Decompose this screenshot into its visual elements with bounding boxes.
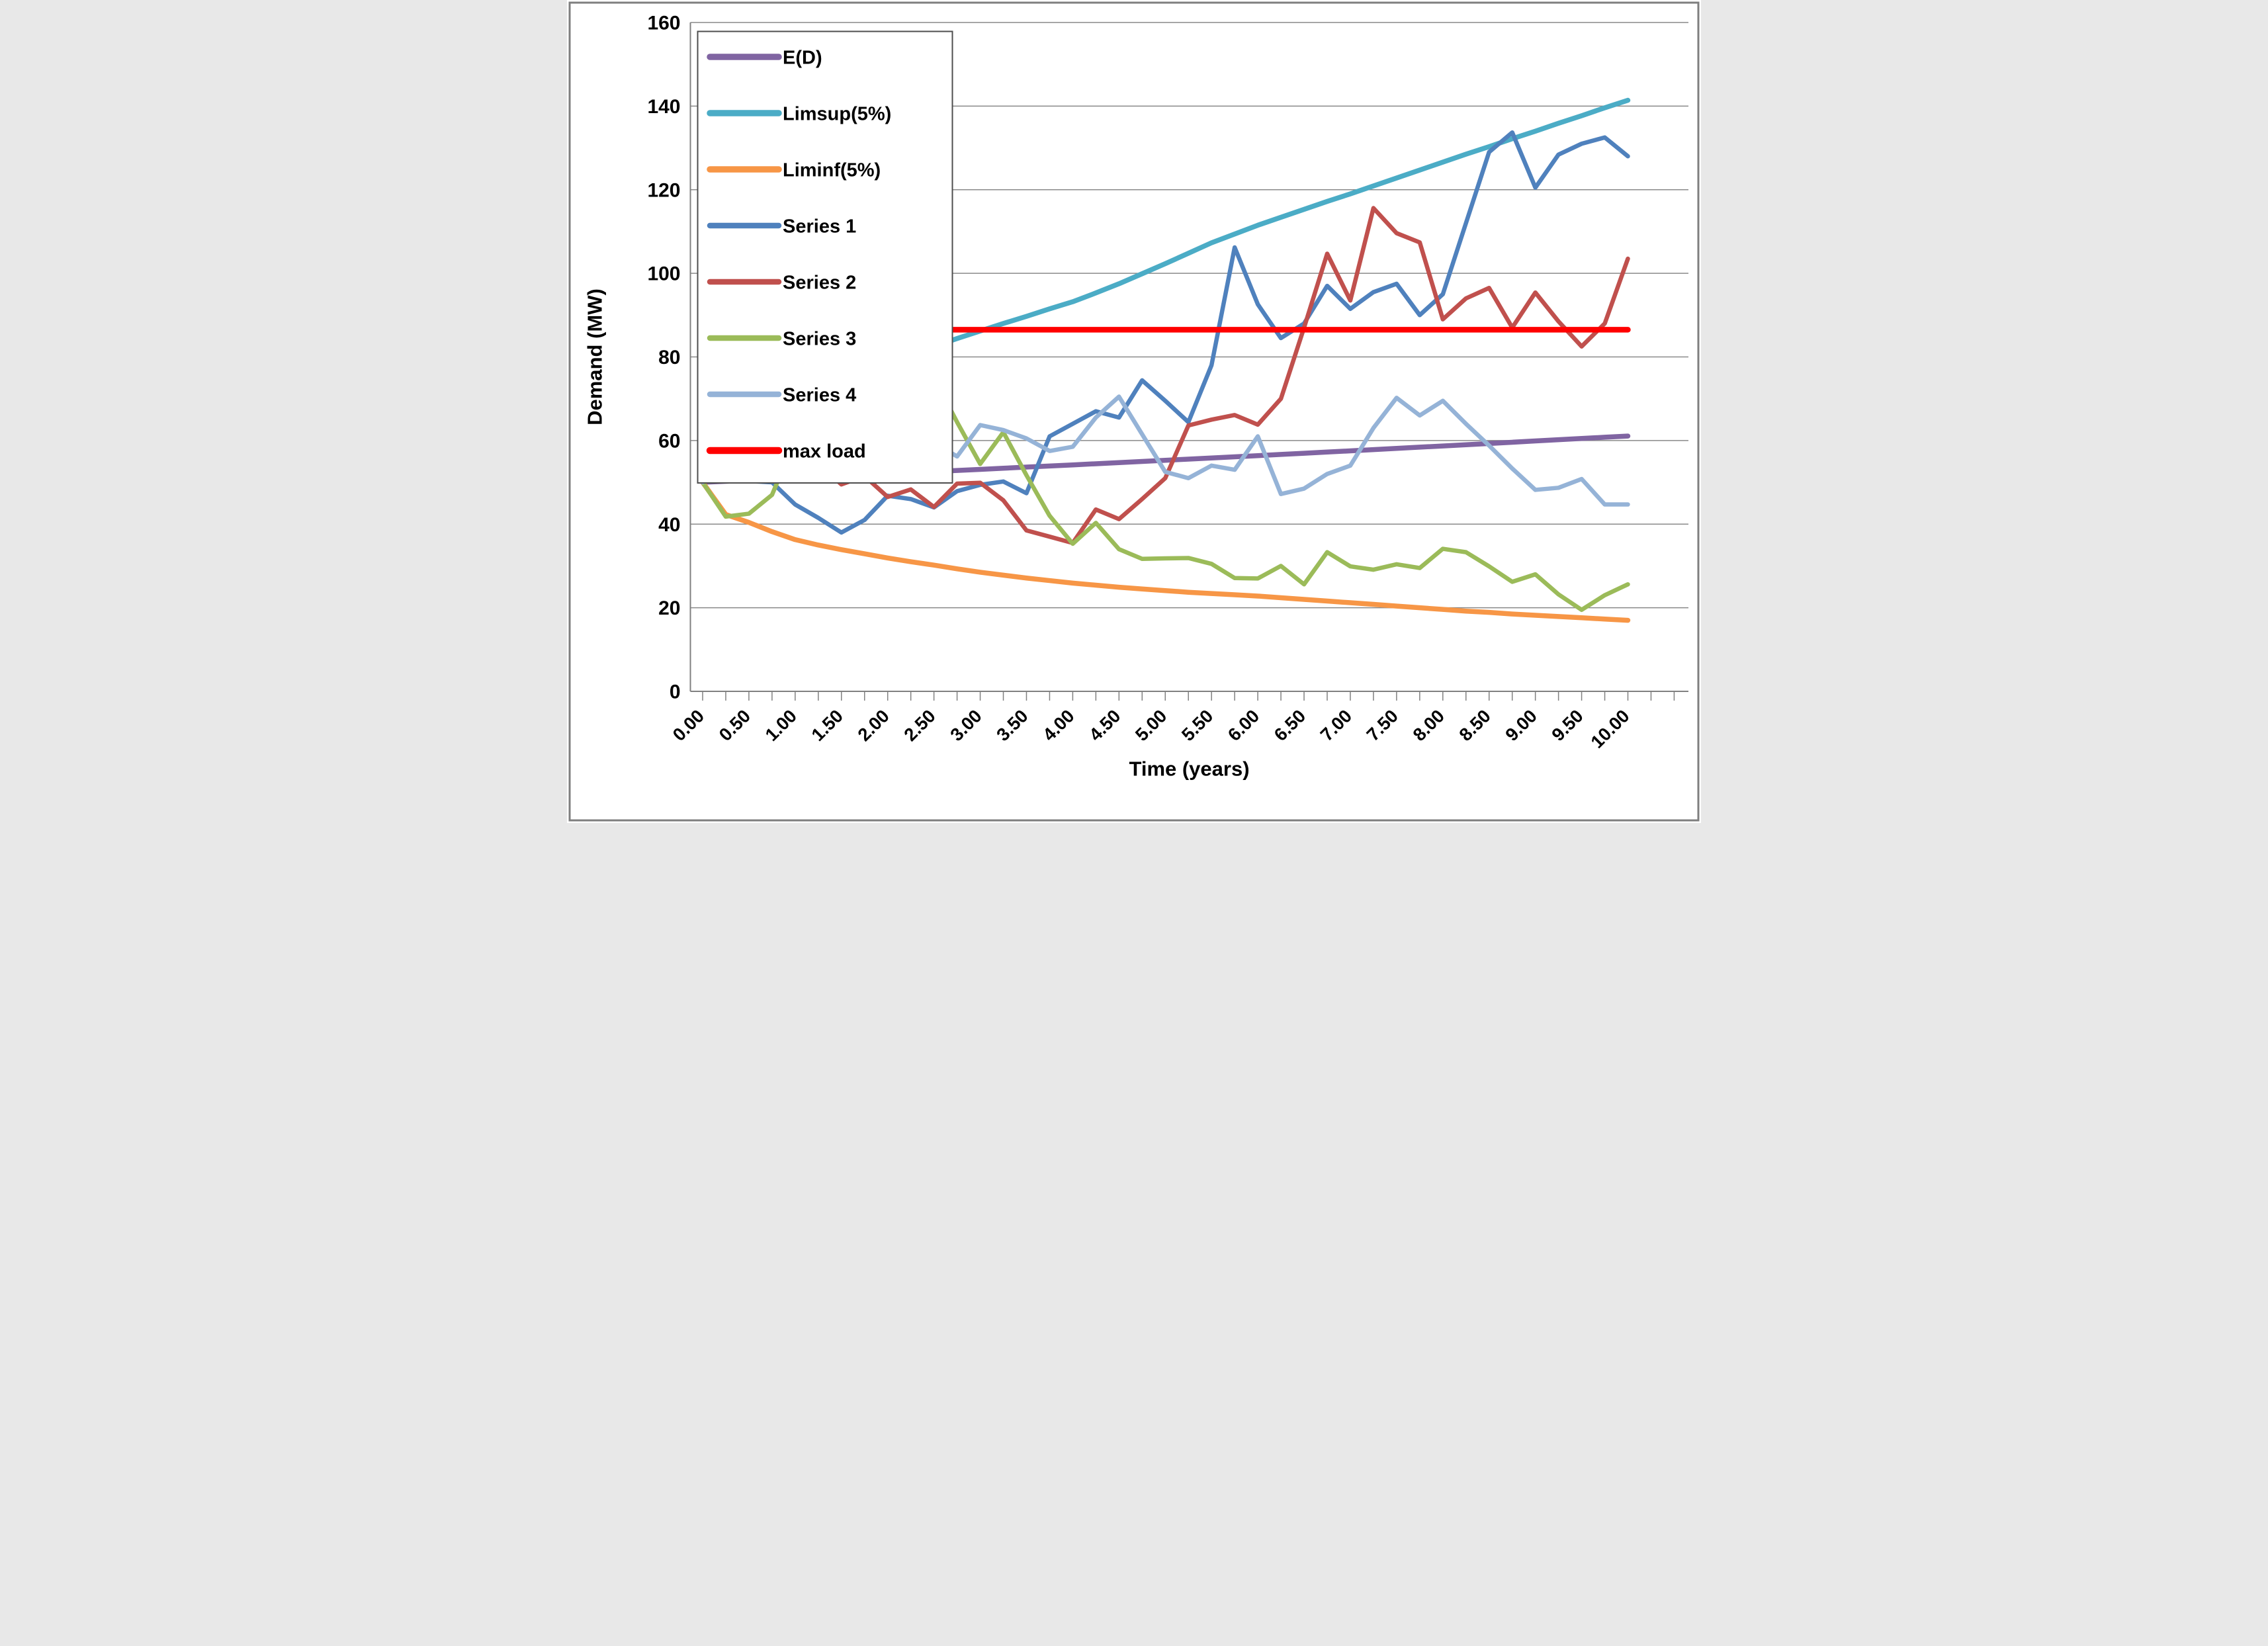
legend-label: Series 3 — [783, 329, 856, 350]
legend-item-series-3: Series 3 — [707, 329, 856, 350]
legend-label: Series 4 — [783, 385, 856, 406]
legend-item-series-4: Series 4 — [707, 385, 856, 406]
y-axis-title: Demand (MW) — [584, 288, 607, 425]
y-tick-label: 120 — [647, 179, 680, 201]
legend-item-series-1: Series 1 — [707, 216, 856, 238]
y-tick-label: 140 — [647, 96, 680, 118]
figure-border — [568, 1, 1700, 822]
y-tick-label: 80 — [658, 347, 680, 368]
legend-label: Limsup(5%) — [783, 104, 891, 125]
y-tick-label: 0 — [670, 681, 681, 703]
x-axis-ticks — [702, 691, 1675, 701]
x-axis-title: Time (years) — [1129, 758, 1249, 781]
y-tick-label: 60 — [658, 430, 680, 452]
series-line-series-1 — [700, 130, 1630, 535]
legend-item-max-load: max load — [706, 441, 866, 462]
legend-label: max load — [783, 441, 866, 462]
legend-item-liminf-5-: Liminf(5%) — [707, 160, 881, 181]
y-tick-label: 100 — [647, 263, 680, 285]
legend-item-limsup-5-: Limsup(5%) — [707, 104, 891, 125]
axes — [689, 22, 1688, 692]
legend: E(D) Limsup(5%) Liminf(5%) Series 1 Series 2… — [697, 30, 953, 484]
legend-label: E(D) — [783, 48, 822, 69]
y-axis-labels: 0 20 40 60 80 100 120 140 160 — [647, 13, 680, 703]
figure: 0 20 40 60 80 100 120 140 160 0.00 0.50 1.00 1.50 2.… — [567, 0, 1701, 823]
y-tick-label: 40 — [658, 514, 680, 536]
y-tick-label: 160 — [647, 13, 680, 34]
legend-label: Series 2 — [783, 273, 856, 294]
legend-item-e-d-: E(D) — [707, 48, 822, 69]
series-line-liminf-5- — [700, 480, 1631, 623]
legend-label: Liminf(5%) — [783, 160, 881, 181]
y-tick-label: 20 — [658, 597, 680, 619]
legend-item-series-2: Series 2 — [707, 273, 856, 294]
legend-box — [697, 30, 953, 484]
legend-label: Series 1 — [783, 216, 856, 238]
